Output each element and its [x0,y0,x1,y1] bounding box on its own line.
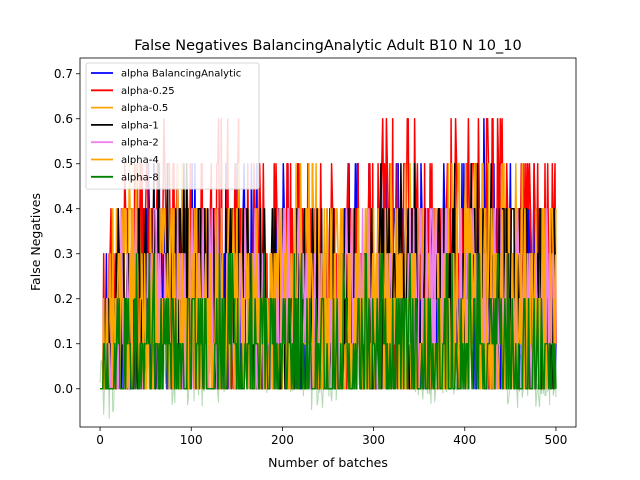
x-tick-label: 200 [271,433,294,447]
y-tick-label: 0.1 [54,337,73,351]
x-tick-label: 100 [180,433,203,447]
legend-entry: alpha-2 [121,138,159,149]
chart-title: False Negatives BalancingAnalytic Adult … [134,38,521,54]
series-layer [100,118,557,390]
y-tick-label: 0.6 [54,112,73,126]
legend-entry: alpha-1 [121,120,159,131]
legend: alpha BalancingAnalytic alpha-0.25 alpha-0… [85,62,260,190]
x-axis-label: Number of batches [268,455,388,470]
legend-entry: alpha-8 [121,172,159,183]
y-tick-label: 0.2 [54,292,73,306]
x-tick-label: 300 [362,433,385,447]
y-tick-label: 0.4 [54,202,73,216]
legend-entry: alpha-0.25 [121,86,175,97]
x-axis: 0 100 200 300 400 500 [96,427,567,447]
legend-entry: alpha-4 [121,155,159,166]
legend-entry: alpha-0.5 [121,103,168,114]
legend-entry: alpha BalancingAnalytic [121,69,241,80]
y-tick-label: 0.0 [54,382,73,396]
series-line-6 [100,253,557,390]
x-tick-label: 400 [453,433,476,447]
x-tick-label: 0 [96,433,104,447]
axes-frame [79,57,577,428]
y-axis-label: False Negatives [28,193,43,291]
legend-frame [85,62,260,190]
y-tick-label: 0.5 [54,157,73,171]
y-tick-label: 0.7 [54,67,73,81]
y-tick-label: 0.3 [54,247,73,261]
y-axis: 0.0 0.1 0.2 0.3 0.4 0.5 0.6 0.7 [54,67,80,396]
x-tick-label: 500 [544,433,567,447]
